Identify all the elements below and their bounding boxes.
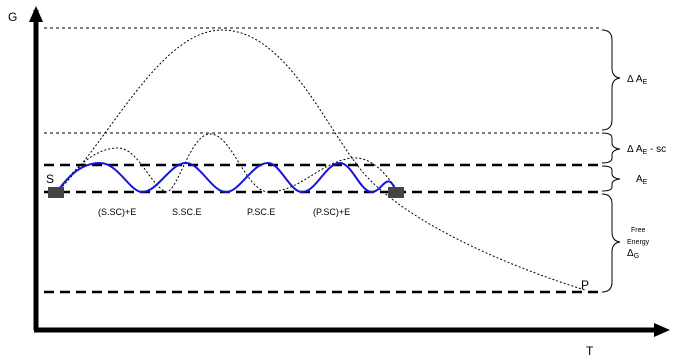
free-energy-delta-symbol: Δ [627,248,634,259]
end-label: P [581,278,589,292]
sc-curve [56,133,401,193]
delta-ae-sub: E [643,79,648,86]
brace-delta-ae [601,29,621,131]
intermediate-label: (P.SC)+E [313,207,350,217]
start-marker [48,187,64,198]
free-energy-delta-sub: G [634,253,639,260]
start-label: S [46,172,54,186]
intermediate-label: (S.SC)+E [98,207,136,217]
brace-free-energy [601,193,621,293]
catalysed-curve [56,161,397,194]
free-energy-line2: Energy [627,239,650,246]
brace-delta-ae-sc [601,132,621,164]
delta-ae-sc-label: Δ AE - sc [627,144,666,156]
y-axis-label: G [8,10,17,24]
x-axis-arrow-icon [654,323,670,337]
delta-ae-sc-sub: E [643,149,648,156]
intermediate-label: S.SC.E [172,207,202,217]
brace-ae [601,165,621,192]
end-marker [388,187,404,198]
y-axis-arrow-icon [29,6,43,22]
delta-ae-label: Δ AE [627,74,648,86]
uncatalysed-curve [56,29,586,291]
ae-label: AE [636,174,648,186]
delta-ae-sc-suffix: - sc [647,144,666,155]
delta-ae-sc-prefix: Δ A [627,144,643,155]
free-energy-delta: ΔG [627,248,639,260]
ae-sub: E [643,179,648,186]
x-axis-label: T [586,344,594,356]
delta-ae-prefix: Δ A [627,74,643,85]
ae-prefix: A [636,174,643,185]
intermediate-label: P.SC.E [247,207,275,217]
free-energy-line1: Free [631,227,646,234]
